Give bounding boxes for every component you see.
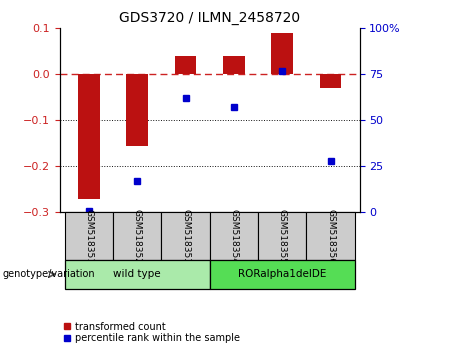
Bar <box>78 74 100 199</box>
Bar <box>210 212 258 260</box>
Bar <box>65 212 113 260</box>
Legend: transformed count, percentile rank within the sample: transformed count, percentile rank withi… <box>60 318 244 347</box>
Text: GSM518351: GSM518351 <box>84 209 94 264</box>
Text: GSM518354: GSM518354 <box>230 209 238 264</box>
Bar <box>65 260 210 289</box>
Text: RORalpha1delDE: RORalpha1delDE <box>238 269 326 279</box>
Text: wild type: wild type <box>113 269 161 279</box>
Bar <box>210 260 355 289</box>
Bar <box>175 56 196 74</box>
Bar <box>272 33 293 74</box>
Text: GSM518356: GSM518356 <box>326 209 335 264</box>
Bar <box>113 212 161 260</box>
Title: GDS3720 / ILMN_2458720: GDS3720 / ILMN_2458720 <box>119 11 300 24</box>
Bar <box>223 56 245 74</box>
Bar <box>307 212 355 260</box>
Text: GSM518353: GSM518353 <box>181 209 190 264</box>
Text: genotype/variation: genotype/variation <box>2 269 95 279</box>
Bar <box>320 74 342 88</box>
Bar <box>161 212 210 260</box>
Text: GSM518352: GSM518352 <box>133 209 142 264</box>
Text: GSM518355: GSM518355 <box>278 209 287 264</box>
Bar <box>258 212 307 260</box>
Bar <box>126 74 148 146</box>
